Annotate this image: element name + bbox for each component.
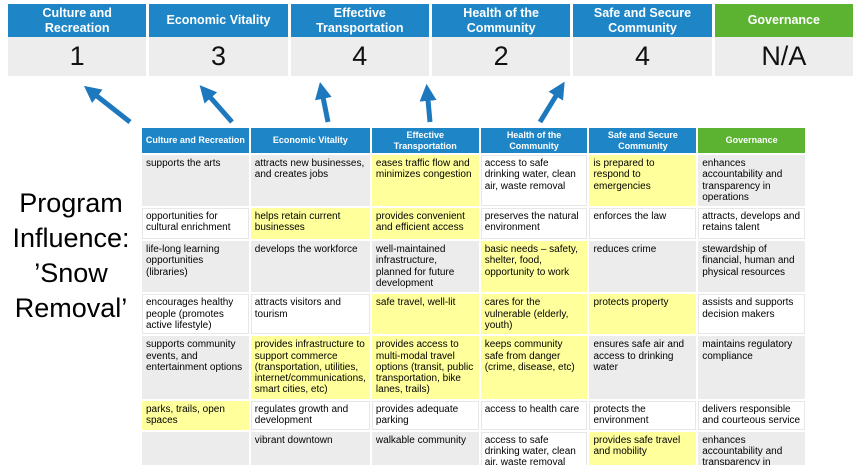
scorecard-header-governance: Governance: [714, 4, 853, 37]
table-cell: enhances accountability and transparency…: [698, 155, 805, 207]
table-cell: enforces the law: [589, 208, 697, 240]
table-cell: access to health care: [480, 400, 588, 430]
table-cell: regulates growth and development: [250, 400, 370, 430]
table-cell: supports community events, and entertain…: [142, 336, 249, 399]
table-cell: delivers responsible and courteous servi…: [698, 400, 805, 430]
arrow-economic-icon: [199, 85, 234, 124]
table-cell: [142, 431, 249, 465]
scorecard-header-safety: Safe and Secure Community: [573, 4, 712, 37]
score-economic: 3: [149, 37, 288, 76]
table-cell: provides infrastructure to support comme…: [250, 336, 370, 399]
matrix-header-safety: Safe and Secure Community: [589, 128, 697, 153]
score-transportation: 4: [290, 37, 429, 76]
table-cell: reduces crime: [589, 241, 697, 293]
table-cell: access to safe drinking water, clean air…: [480, 431, 588, 465]
table-cell: protects property: [589, 294, 697, 335]
table-cell: stewardship of financial, human and phys…: [698, 241, 805, 293]
score-safety: 4: [573, 37, 712, 76]
scorecard-header-health: Health of the Community: [431, 4, 571, 37]
table-cell: supports the arts: [142, 155, 249, 207]
table-cell: attracts visitors and tourism: [250, 294, 370, 335]
arrow-transportation-icon: [314, 81, 332, 123]
scorecard-header-economic: Economic Vitality: [149, 4, 288, 37]
matrix-header-economic: Economic Vitality: [250, 128, 370, 153]
table-cell: keeps community safe from danger (crime,…: [480, 336, 588, 399]
table-cell: preserves the natural environment: [480, 208, 588, 240]
table-cell: well-maintained infrastructure, planned …: [371, 241, 479, 293]
arrow-health-icon: [419, 83, 437, 123]
matrix-header-culture: Culture and Recreation: [142, 128, 249, 153]
scorecard-header-transportation: Effective Transportation: [290, 4, 429, 37]
table-cell: vibrant downtown: [250, 431, 370, 465]
table-cell: parks, trails, open spaces: [142, 400, 249, 430]
table-cell: assists and supports decision makers: [698, 294, 805, 335]
table-cell: helps retain current businesses: [250, 208, 370, 240]
influence-matrix: Culture and Recreation Economic Vitality…: [142, 128, 805, 465]
matrix-header-transportation: Effective Transportation: [371, 128, 479, 153]
matrix-header-health: Health of the Community: [480, 128, 588, 153]
table-cell: provides convenient and efficient access: [371, 208, 479, 240]
scorecard: Culture and Recreation Economic Vitality…: [8, 4, 853, 76]
table-cell: protects the environment: [589, 400, 697, 430]
table-cell: walkable community: [371, 431, 479, 465]
table-cell: attracts, develops and retains talent: [698, 208, 805, 240]
score-culture: 1: [8, 37, 147, 76]
matrix-header-governance: Governance: [698, 128, 805, 153]
table-cell: eases traffic flow and minimizes congest…: [371, 155, 479, 207]
table-cell: maintains regulatory compliance: [698, 336, 805, 399]
table-cell: provides adequate parking: [371, 400, 479, 430]
influence-arrows: [83, 81, 565, 124]
table-cell: access to safe drinking water, clean air…: [480, 155, 588, 207]
table-cell: encourages healthy people (promotes acti…: [142, 294, 249, 335]
program-title: Program Influence: ’Snow Removal’: [12, 188, 130, 324]
table-cell: develops the workforce: [250, 241, 370, 293]
table-cell: life-long learning opportunities (librar…: [142, 241, 249, 293]
table-cell: basic needs – safety, shelter, food, opp…: [480, 241, 588, 293]
table-cell: enhances accountability and transparency…: [698, 431, 805, 465]
table-cell: safe travel, well-lit: [371, 294, 479, 335]
arrow-culture-icon: [83, 85, 132, 124]
score-governance: N/A: [714, 37, 853, 76]
table-cell: is prepared to respond to emergencies: [589, 155, 697, 207]
score-health: 2: [431, 37, 571, 76]
table-cell: provides access to multi-modal travel op…: [371, 336, 479, 399]
table-cell: opportunities for cultural enrichment: [142, 208, 249, 240]
table-cell: attracts new businesses, and creates job…: [250, 155, 370, 207]
scorecard-header-culture: Culture and Recreation: [8, 4, 147, 37]
table-cell: provides safe travel and mobility: [589, 431, 697, 465]
table-cell: ensures safe air and access to drinking …: [589, 336, 697, 399]
arrow-safety-icon: [537, 81, 565, 124]
table-cell: cares for the vulnerable (elderly, youth…: [480, 294, 588, 335]
